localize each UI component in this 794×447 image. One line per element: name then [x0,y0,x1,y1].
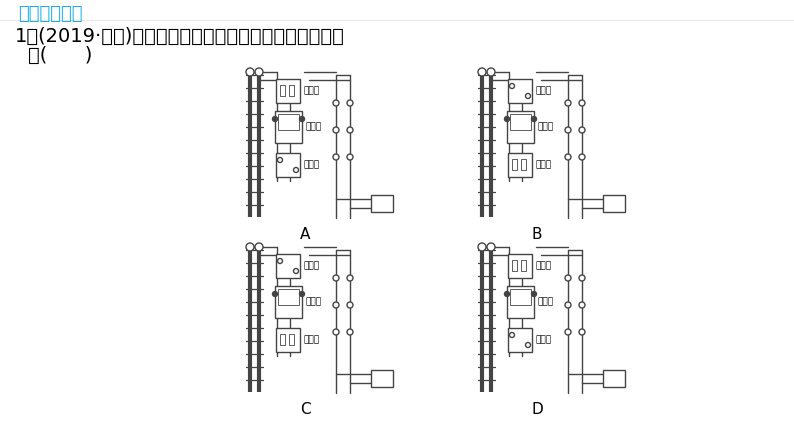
Bar [521,159,526,170]
Bar [508,79,532,103]
Bar [507,286,534,318]
Circle shape [299,117,305,122]
Bar [512,159,517,170]
Circle shape [565,154,571,160]
Circle shape [294,269,299,274]
Bar [276,153,300,177]
Text: 是(      ): 是( ) [28,46,92,65]
Bar [278,289,299,305]
Circle shape [579,100,585,106]
Circle shape [487,243,495,251]
Circle shape [272,291,277,296]
Circle shape [510,84,515,89]
Text: 电能表: 电能表 [305,122,321,131]
Circle shape [504,291,510,296]
Circle shape [579,275,585,281]
Circle shape [333,154,339,160]
Circle shape [531,291,537,296]
Bar [603,370,625,387]
Bar [280,85,285,96]
Text: D: D [531,402,543,417]
Text: B: B [532,227,542,242]
Bar [508,328,532,352]
Circle shape [565,100,571,106]
Text: 电能表: 电能表 [537,298,553,307]
Circle shape [347,302,353,308]
Circle shape [272,117,277,122]
Circle shape [246,68,254,76]
Text: 保险盒: 保险盒 [535,261,551,270]
Circle shape [347,127,353,133]
Bar [510,289,531,305]
Circle shape [333,329,339,335]
Circle shape [478,243,486,251]
Circle shape [299,291,305,296]
Bar [507,111,534,143]
Bar [371,195,393,212]
Bar [289,85,294,96]
Circle shape [487,68,495,76]
Circle shape [579,329,585,335]
Circle shape [510,333,515,337]
Bar [508,153,532,177]
Circle shape [579,127,585,133]
Text: 总开关: 总开关 [303,261,319,270]
Circle shape [565,275,571,281]
Circle shape [277,157,283,163]
Text: 电能表: 电能表 [305,298,321,307]
Bar [508,254,532,278]
Text: 总开关: 总开关 [303,160,319,169]
Text: 总开关: 总开关 [535,336,551,345]
Text: 阶段作图专训: 阶段作图专训 [18,5,83,23]
Bar [276,254,300,278]
Circle shape [246,243,254,251]
Circle shape [333,275,339,281]
Circle shape [333,302,339,308]
Circle shape [333,127,339,133]
Text: 1．(2019·天津)如图中的家庭电路元件，连接顺序正确的: 1．(2019·天津)如图中的家庭电路元件，连接顺序正确的 [15,27,345,46]
Circle shape [277,258,283,263]
Bar [521,260,526,271]
Text: 保险盒: 保险盒 [535,160,551,169]
Circle shape [565,329,571,335]
Circle shape [294,168,299,173]
Bar [275,111,302,143]
Circle shape [255,243,263,251]
Text: C: C [299,402,310,417]
Circle shape [531,117,537,122]
Circle shape [347,275,353,281]
Bar [371,370,393,387]
Circle shape [478,68,486,76]
Bar [275,286,302,318]
Bar [510,114,531,130]
Circle shape [347,329,353,335]
Bar [512,260,517,271]
Circle shape [526,342,530,347]
Text: 总开关: 总开关 [535,87,551,96]
Circle shape [347,100,353,106]
Circle shape [565,127,571,133]
Bar [276,79,300,103]
Circle shape [579,302,585,308]
Circle shape [526,93,530,98]
Circle shape [504,117,510,122]
Text: 保险盒: 保险盒 [303,87,319,96]
Circle shape [565,302,571,308]
Text: 电能表: 电能表 [537,122,553,131]
Bar [603,195,625,212]
Bar [289,334,294,345]
Circle shape [255,68,263,76]
Bar [280,334,285,345]
Bar [276,328,300,352]
Text: A: A [300,227,310,242]
Circle shape [347,154,353,160]
Circle shape [333,100,339,106]
Bar [278,114,299,130]
Circle shape [579,154,585,160]
Text: 保险盒: 保险盒 [303,336,319,345]
